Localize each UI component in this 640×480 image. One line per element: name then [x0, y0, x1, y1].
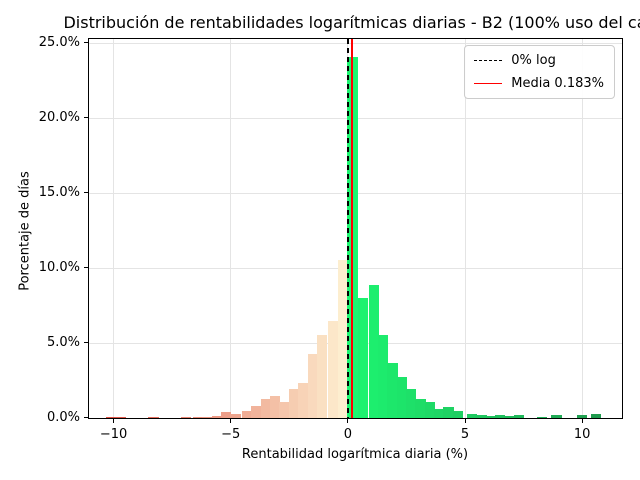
y-tick-mark	[84, 417, 88, 418]
histogram-bar	[452, 411, 464, 418]
x-tick-mark	[347, 419, 349, 423]
histogram-bar	[251, 406, 262, 418]
histogram-bar	[241, 410, 253, 418]
mean-reference-line	[351, 39, 354, 418]
plot-area: 0% log Media 0.183%	[88, 38, 623, 419]
histogram-bar	[551, 415, 562, 418]
chart-title: Distribución de rentabilidades logarítmi…	[63, 13, 640, 32]
x-tick-label: −10	[99, 427, 128, 442]
solid-line-sample-icon	[474, 83, 503, 84]
histogram-bar	[466, 413, 478, 418]
gridline-vertical	[230, 39, 232, 418]
y-tick-label: 10.0%	[38, 260, 80, 276]
x-tick-label: 0	[343, 427, 353, 442]
histogram-bar	[307, 353, 318, 418]
histogram-bar	[591, 413, 602, 418]
histogram-bar	[443, 407, 454, 418]
y-tick-label: 20.0%	[38, 110, 80, 126]
y-tick-mark	[84, 42, 88, 44]
histogram-bar	[316, 334, 328, 418]
histogram-bar	[338, 259, 349, 418]
x-tick-mark	[581, 419, 583, 423]
y-tick-mark	[84, 267, 88, 269]
y-tick-mark	[84, 342, 88, 344]
x-tick-mark	[113, 419, 115, 423]
histogram-bar	[504, 415, 515, 418]
histogram-bar	[577, 415, 588, 418]
histogram-bar	[405, 388, 417, 418]
y-tick-label: 15.0%	[38, 185, 80, 201]
y-tick-mark	[84, 117, 88, 119]
x-axis-label: Rentabilidad logarítmica diaria (%)	[241, 447, 469, 462]
x-tick-label: 5	[460, 427, 470, 442]
histogram-bar	[513, 414, 525, 418]
histogram-bar	[387, 362, 398, 418]
histogram-bar	[357, 298, 369, 418]
histogram-bar	[106, 416, 117, 418]
gridline-vertical	[113, 39, 115, 418]
legend-label: Media 0.183%	[511, 76, 604, 91]
zero-reference-line	[346, 39, 349, 418]
histogram-bar	[148, 416, 159, 418]
histogram-bar	[211, 416, 222, 418]
histogram-bar	[115, 416, 126, 418]
legend-item-media: Media 0.183%	[474, 76, 604, 91]
x-tick-mark	[464, 419, 466, 423]
x-tick-label: −5	[221, 427, 241, 442]
histogram-bar	[298, 382, 309, 418]
x-tick-mark	[230, 419, 232, 423]
histogram-bar	[377, 334, 389, 418]
histogram-bar	[495, 415, 506, 418]
dashed-line-sample-icon	[474, 60, 503, 61]
histogram-bar	[202, 416, 213, 418]
histogram-bar	[424, 402, 436, 418]
histogram-bar	[220, 412, 232, 418]
x-tick-label: 10	[573, 427, 591, 442]
histogram-bar	[434, 409, 445, 418]
gridline-vertical	[581, 39, 583, 418]
histogram-bar	[260, 398, 272, 418]
histogram-bar	[279, 401, 290, 418]
histogram-bar	[230, 414, 241, 418]
histogram-bar	[327, 320, 338, 418]
legend-label: 0% log	[511, 53, 556, 68]
histogram-bar	[192, 417, 204, 418]
y-tick-mark	[84, 192, 88, 194]
histogram-bar	[181, 417, 192, 418]
histogram-bar	[537, 416, 548, 418]
legend: 0% log Media 0.183%	[464, 45, 615, 99]
histogram-bar	[485, 415, 496, 418]
histogram-bar	[288, 388, 300, 418]
histogram-bar	[415, 399, 426, 418]
gridline-horizontal	[89, 42, 622, 44]
y-tick-label: 0.0%	[46, 410, 80, 425]
histogram-bar	[368, 284, 379, 418]
y-tick-label: 25.0%	[38, 35, 80, 51]
legend-item-zero-log: 0% log	[474, 53, 604, 68]
gridline-vertical	[464, 39, 466, 418]
histogram-bar	[476, 415, 487, 418]
y-tick-label: 5.0%	[46, 335, 80, 351]
histogram-bar	[270, 395, 281, 418]
histogram-bar	[396, 376, 407, 418]
